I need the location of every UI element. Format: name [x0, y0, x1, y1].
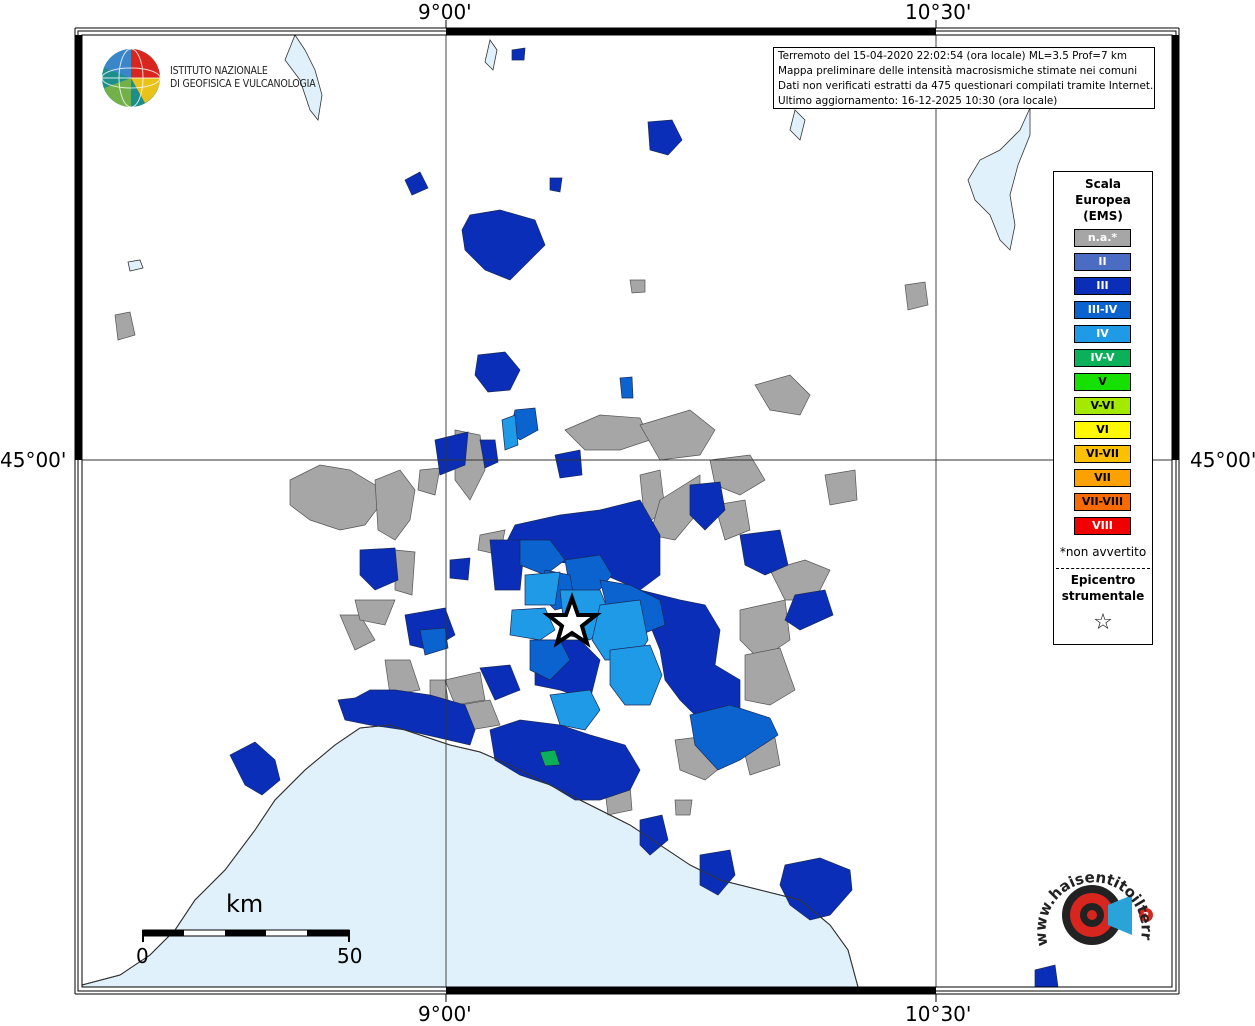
info-line-update: Ultimo aggiornamento: 16-12-2025 10:30 (…	[778, 95, 1058, 107]
grid-lines	[82, 35, 1172, 987]
legend-item: III-IV	[1074, 301, 1131, 319]
legend-item: VIII	[1074, 517, 1131, 535]
lake-small-3	[789, 109, 806, 141]
legend-item: V-VI	[1074, 397, 1131, 415]
legend-item: IV	[1074, 325, 1131, 343]
info-line-map: Mappa preliminare delle intensità macros…	[778, 65, 1138, 77]
legend-epicenter-title: Epicentro strumentale	[1054, 572, 1152, 604]
scale-bar	[142, 929, 350, 942]
svg-text:?: ?	[1143, 911, 1149, 922]
lon-label-bottom-right: 10°30'	[905, 1002, 972, 1026]
legend-title-line: Europea	[1075, 193, 1131, 207]
legend-separator	[1056, 568, 1150, 569]
ingv-logo-icon	[101, 48, 161, 108]
svg-text:www.haisentitoilterremoto.it: www.haisentitoilterremoto.it	[1030, 865, 1156, 948]
lon-label-bottom-left: 9°00'	[418, 1002, 472, 1026]
coastline	[81, 724, 859, 988]
legend-epicenter-line: strumentale	[1061, 589, 1145, 603]
lat-label-left: 45°00'	[0, 448, 67, 472]
lake-right	[967, 107, 1031, 251]
legend-title-line: (EMS)	[1083, 209, 1123, 223]
epicenter-star	[542, 591, 602, 648]
legend-item: VII	[1074, 469, 1131, 487]
legend-item: VI-VII	[1074, 445, 1131, 463]
legend-item: IV-V	[1074, 349, 1131, 367]
legend-epicenter-star-icon: ☆	[1093, 610, 1113, 635]
legend-item: II	[1074, 253, 1131, 271]
scale-unit: km	[226, 890, 264, 918]
legend-title: Scala Europea (EMS)	[1054, 176, 1152, 224]
scale-start: 0	[136, 944, 149, 968]
ems-legend: Scala Europea (EMS) n.a.* II III III-IV IV IV…	[1053, 171, 1153, 645]
lake-small-1	[127, 259, 144, 272]
legend-item: n.a.*	[1074, 229, 1131, 247]
ingv-logo-text: ISTITUTO NAZIONALE DI GEOFISICA E VULCAN…	[170, 65, 316, 91]
lake-left	[284, 34, 323, 121]
lon-label-top-right: 10°30'	[905, 0, 972, 24]
legend-note: *non avvertito	[1059, 545, 1147, 559]
legend-item: VI	[1074, 421, 1131, 439]
info-line-data: Dati non verificati estratti da 475 ques…	[778, 80, 1154, 92]
lat-label-right: 45°00'	[1190, 448, 1255, 472]
legend-item: VII-VIII	[1074, 493, 1131, 511]
ingv-logo-line1: ISTITUTO NAZIONALE	[170, 65, 268, 77]
info-line-event: Terremoto del 15-04-2020 22:02:54 (ora l…	[778, 50, 1128, 62]
map-frame	[74, 20, 1180, 1002]
lon-label-top-left: 9°00'	[418, 0, 472, 24]
hsit-logo-icon: ?	[1062, 885, 1153, 945]
scale-end: 50	[337, 944, 363, 968]
legend-item: V	[1074, 373, 1131, 391]
ingv-logo-line2: DI GEOFISICA E VULCANOLOGIA	[170, 78, 316, 90]
event-info-box: Terremoto del 15-04-2020 22:02:54 (ora l…	[773, 47, 1155, 109]
legend-item: III	[1074, 277, 1131, 295]
legend-title-line: Scala	[1084, 177, 1122, 191]
region-iv-v	[539, 749, 561, 767]
region-iii	[229, 47, 1059, 988]
legend-epicenter-line: Epicentro	[1070, 573, 1136, 587]
lake-small-2	[484, 39, 498, 71]
hsit-logo-text: www.haisentitoilterremoto.it	[1030, 865, 1156, 948]
